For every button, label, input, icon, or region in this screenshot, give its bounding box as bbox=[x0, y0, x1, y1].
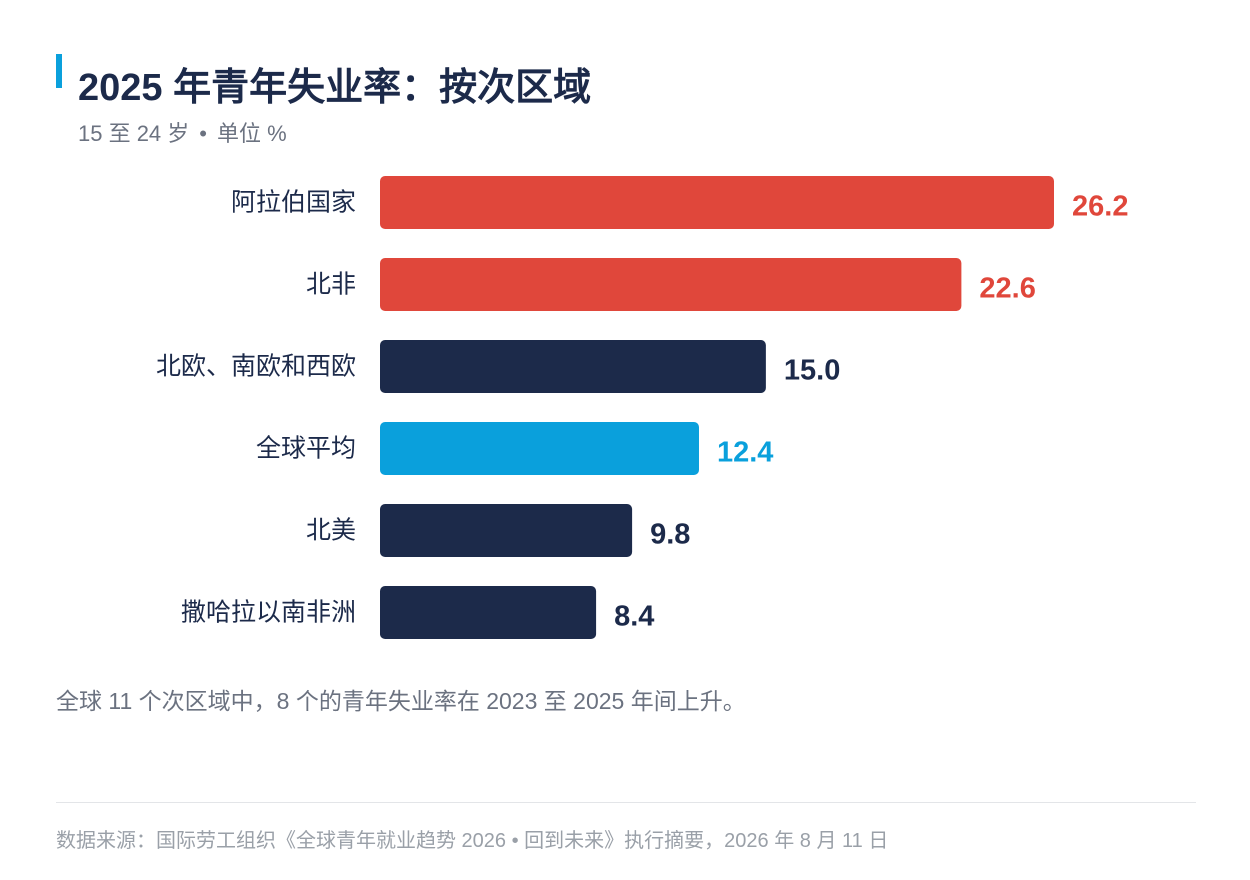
subtitle-separator: • bbox=[199, 121, 207, 146]
value-label: 8.4 bbox=[614, 601, 654, 633]
chart-title: 2025 年青年失业率：按次区域 bbox=[78, 67, 592, 109]
chart-subtitle: 15 至 24 岁 • 单位 % bbox=[78, 116, 287, 148]
category-label: 阿拉伯国家 bbox=[231, 189, 356, 217]
value-label: 15.0 bbox=[784, 355, 840, 387]
bar bbox=[380, 422, 699, 475]
bar bbox=[380, 340, 766, 393]
value-label: 12.4 bbox=[717, 437, 773, 469]
category-label: 北非 bbox=[306, 271, 356, 299]
chart-note: 全球 11 个次区域中，8 个的青年失业率在 2023 至 2025 年间上升。 bbox=[56, 688, 746, 714]
value-label: 26.2 bbox=[1072, 191, 1128, 223]
value-label: 22.6 bbox=[979, 273, 1035, 305]
bar bbox=[380, 586, 597, 639]
category-label: 北欧、南欧和西欧 bbox=[156, 353, 356, 381]
value-label: 9.8 bbox=[650, 519, 690, 551]
source-note: 数据来源：国际劳工组织《全球青年就业趋势 2026 • 回到未来》执行摘要，20… bbox=[56, 830, 889, 852]
subtitle-age: 15 至 24 岁 bbox=[78, 121, 190, 146]
subtitle-unit: 单位 % bbox=[216, 121, 287, 146]
category-label: 全球平均 bbox=[256, 435, 356, 463]
category-label: 撒哈拉以南非洲 bbox=[181, 599, 356, 627]
title-accent-bar bbox=[56, 54, 62, 88]
bar bbox=[380, 176, 1054, 229]
bar bbox=[380, 258, 962, 311]
bar-chart: 阿拉伯国家 26.2 北非 22.6 北欧、南欧和西欧 15.0 全球平均 12.4 北美 9.8… bbox=[156, 176, 1128, 639]
category-label: 北美 bbox=[306, 517, 356, 545]
footer-divider bbox=[56, 802, 1196, 803]
bar bbox=[380, 504, 633, 557]
